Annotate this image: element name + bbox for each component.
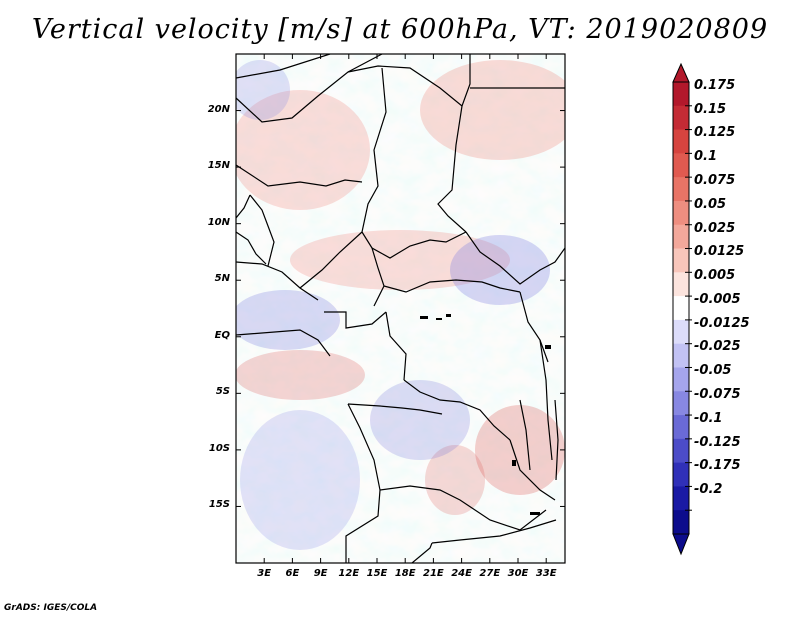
colorbar-segment (673, 510, 689, 535)
colorbar-segment (673, 224, 689, 250)
colorbar-segment (673, 438, 689, 464)
lon-label: 15E (366, 568, 388, 579)
colorbar-segment (673, 319, 689, 345)
colorbar-segment (673, 486, 689, 511)
lat-label: 15S (208, 499, 230, 511)
colorbar-max-arrow (672, 62, 690, 83)
lat-label: 5N (214, 273, 230, 285)
credit-text: GrADS: IGES/COLA (4, 603, 98, 613)
colorbar-segment (673, 343, 689, 368)
lat-label: 20N (207, 103, 230, 115)
colorbar-label: -0.125 (694, 434, 741, 450)
lakes (420, 314, 551, 515)
colorbar-segment (673, 129, 689, 154)
colorbar-label: -0.005 (694, 291, 741, 307)
colorbar-label: -0.025 (694, 339, 741, 355)
map-frame (235, 53, 566, 564)
chart-title: Vertical velocity [m/s] at 600hPa, VT: 2… (31, 14, 769, 45)
lon-label: 3E (257, 568, 272, 579)
colorbar (672, 62, 692, 556)
colorbar-segment (673, 153, 689, 178)
lon-label: 6E (285, 568, 300, 579)
colorbar-label: 0.025 (694, 220, 736, 236)
axis-ticks (236, 54, 565, 563)
colorbar-label: 0.005 (694, 268, 736, 284)
colorbar-segment (673, 296, 689, 321)
colorbar-label: -0.1 (694, 410, 723, 426)
colorbar-label: -0.2 (694, 482, 723, 498)
colorbar-frame (672, 81, 690, 535)
lat-label: EQ (214, 329, 230, 341)
colorbar-segment (673, 415, 689, 440)
lon-label: 21E (423, 568, 444, 579)
lat-label: 5S (215, 386, 230, 398)
colorbar-segment (673, 177, 689, 202)
lon-label: 33E (535, 568, 557, 579)
colorbar-segment (673, 200, 689, 226)
lon-label: 18E (394, 568, 416, 579)
colorbar-label: 0.175 (694, 77, 736, 93)
lon-label: 27E (479, 568, 501, 579)
lat-label: 10N (207, 216, 230, 228)
colorbar-label: 0.15 (694, 101, 727, 117)
lon-label: 12E (338, 568, 360, 579)
colorbar-min-arrow (672, 533, 690, 556)
colorbar-label: 0.075 (694, 172, 736, 188)
lat-label: 10S (208, 442, 230, 454)
velocity-field (236, 54, 565, 563)
colorbar-segment (673, 462, 689, 487)
colorbar-segment (673, 367, 689, 392)
colorbar-label: -0.075 (694, 387, 741, 403)
colorbar-segment (673, 105, 689, 131)
colorbar-label: -0.0125 (694, 315, 750, 331)
colorbar-label: 0.125 (694, 125, 736, 141)
lat-label: 15N (207, 160, 230, 172)
colorbar-segment (673, 248, 689, 273)
lon-label: 30E (507, 568, 529, 579)
colorbar-label: 0.1 (694, 149, 718, 165)
colorbar-label: 0.05 (694, 196, 727, 212)
colorbar-label: -0.175 (694, 458, 741, 474)
country-borders (236, 54, 565, 563)
colorbar-segment (673, 391, 689, 416)
colorbar-segment (673, 272, 689, 297)
colorbar-segment (673, 82, 689, 107)
colorbar-label: -0.05 (694, 363, 732, 379)
lon-label: 9E (313, 568, 328, 579)
colorbar-label: 0.0125 (694, 244, 745, 260)
lon-label: 24E (451, 568, 472, 579)
